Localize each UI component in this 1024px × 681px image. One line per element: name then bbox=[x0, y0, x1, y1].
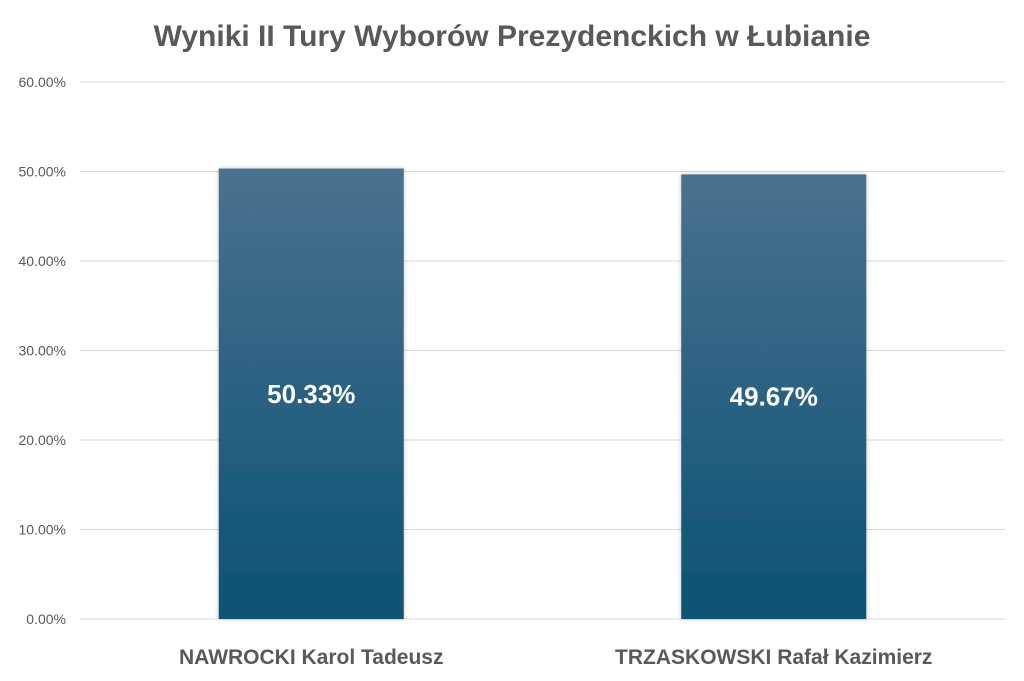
y-tick-label: 50.00% bbox=[19, 164, 66, 180]
chart-title: Wyniki II Tury Wyborów Prezydenckich w Ł… bbox=[154, 20, 871, 53]
y-tick-label: 10.00% bbox=[19, 522, 66, 538]
y-tick-label: 30.00% bbox=[19, 343, 66, 359]
y-tick-label: 0.00% bbox=[26, 611, 66, 627]
data-label: 49.67% bbox=[730, 382, 818, 412]
x-category-label: NAWROCKI Karol Tadeusz bbox=[179, 646, 443, 669]
x-category-label: TRZASKOWSKI Rafał Kazimierz bbox=[615, 646, 932, 669]
bar bbox=[218, 168, 404, 619]
y-tick-label: 20.00% bbox=[19, 432, 66, 448]
y-tick-label: 60.00% bbox=[19, 74, 66, 90]
y-axis-tick-labels: 0.00% 10.00% 20.00% 30.00% 40.00% 50.00% 60.00… bbox=[19, 74, 66, 627]
data-label: 50.33% bbox=[267, 379, 355, 409]
x-axis-category-labels: NAWROCKI Karol Tadeusz TRZASKOWSKI Rafał … bbox=[179, 646, 932, 669]
data-labels: 50.33% 49.67% bbox=[267, 379, 818, 412]
y-tick-label: 40.00% bbox=[19, 253, 66, 269]
bar bbox=[681, 174, 867, 620]
bars bbox=[218, 168, 867, 620]
